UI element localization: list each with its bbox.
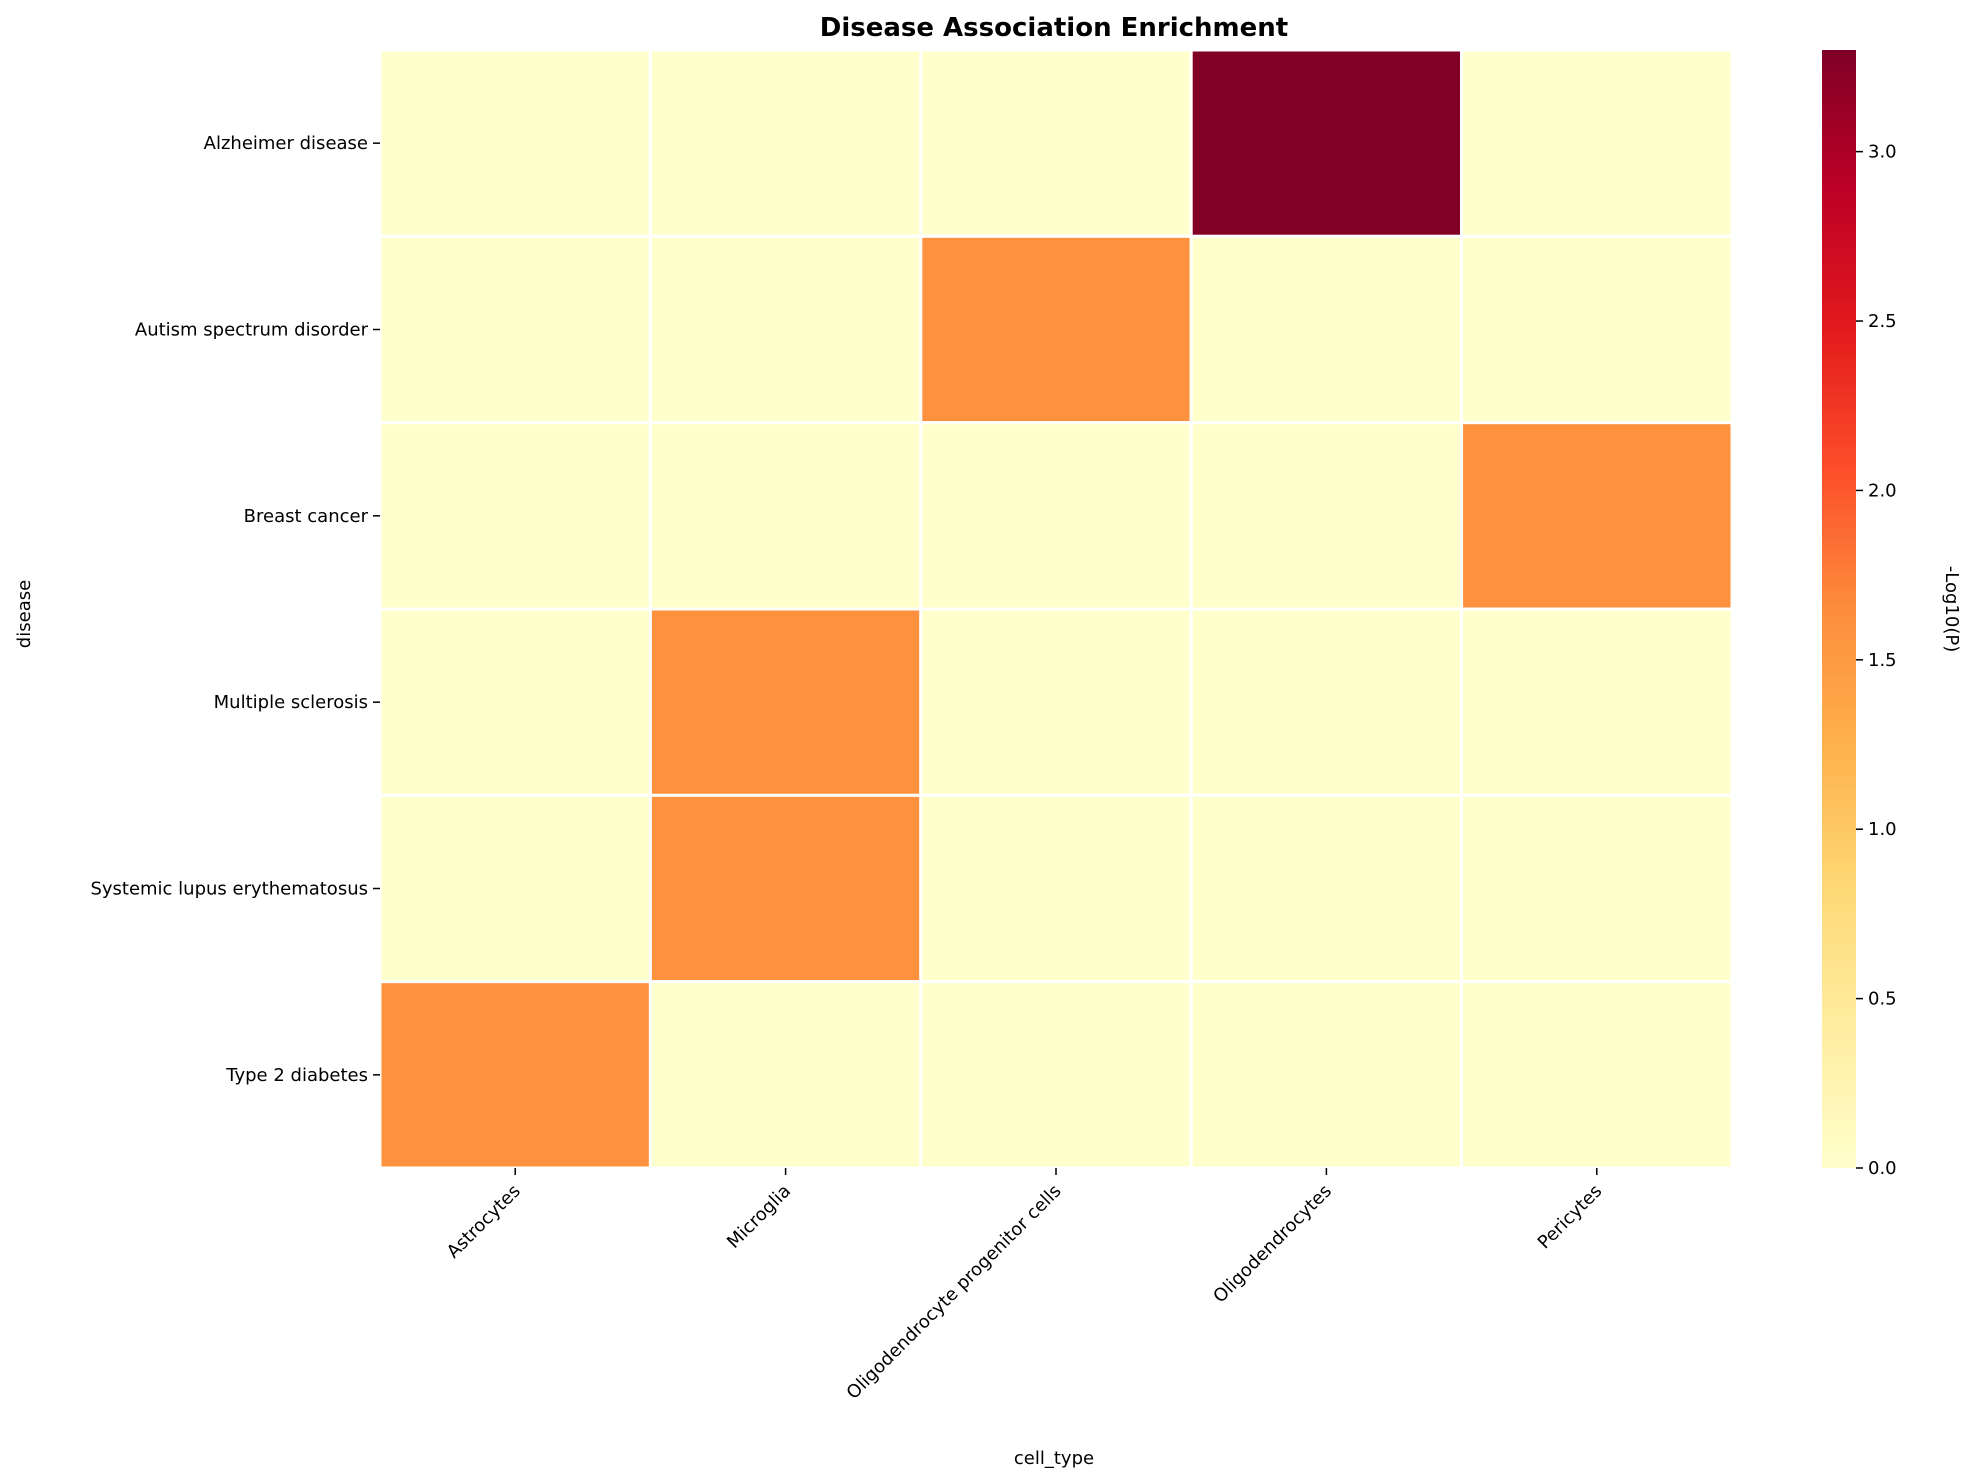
heatmap-cell [1189,48,1464,238]
heatmap-cell [378,607,652,797]
colorbar-tick-label: 0.0 [1868,1158,1897,1179]
heatmap-cell [919,48,1193,238]
y-tick-label: Systemic lupus erythematosus [90,879,368,900]
colorbar-tick-label: 2.0 [1868,480,1897,501]
y-axis-label: disease [14,580,35,648]
y-tick-label: Type 2 diabetes [225,1065,368,1086]
heatmap-cell [1189,793,1464,984]
colorbar-tick-label: 0.5 [1868,989,1897,1010]
heatmap-cell [919,421,1193,611]
y-tick-label: Alzheimer disease [204,133,368,154]
heatmap-cell [1189,421,1464,611]
heatmap-cell [1460,234,1734,425]
heatmap-cell [1189,980,1464,1170]
colorbar-label: -Log10(P) [1941,566,1962,652]
heatmap-cell [648,48,923,238]
heatmap-cell [1460,793,1734,984]
heatmap-cells [378,48,1734,1170]
y-tick-label: Multiple sclerosis [214,692,368,713]
heatmap-cell [919,980,1193,1170]
heatmap-cell [378,793,652,984]
colorbar-gradient [1822,50,1856,1168]
x-tick-label: Oligodendrocytes [1209,1181,1336,1308]
heatmap-cell [919,793,1193,984]
heatmap-cell [648,793,923,984]
heatmap-cell [378,421,652,611]
colorbar: 0.0 0.5 1.0 1.5 2.0 2.5 3.0 -Log10(P) [1822,50,1962,1179]
colorbar-tick-label: 1.0 [1868,819,1897,840]
heatmap-cell [378,48,652,238]
y-tick-label: Breast cancer [244,506,369,527]
heatmap-cell [648,421,923,611]
heatmap-cell [919,234,1193,425]
colorbar-tick-label: 3.0 [1868,142,1897,163]
heatmap-cell [378,980,652,1170]
x-axis-ticks: Astrocytes Microglia Oligodendrocyte proge… [443,1168,1607,1404]
colorbar-tick-label: 1.5 [1868,650,1897,671]
heatmap-cell [1189,234,1464,425]
heatmap-cell [648,980,923,1170]
x-tick-label: Microglia [723,1181,795,1253]
y-tick-label: Autism spectrum disorder [135,320,369,341]
y-axis-ticks: Alzheimer disease Autism spectrum disorde… [90,133,380,1086]
heatmap-cell [648,607,923,797]
heatmap-cell [919,607,1193,797]
chart-title: Disease Association Enrichment [820,13,1288,43]
x-tick-label: Astrocytes [443,1181,525,1263]
heatmap-cell [378,234,652,425]
x-tick-label: Oligodendrocyte progenitor cells [843,1181,1066,1404]
x-axis-label: cell_type [1014,1448,1094,1469]
heatmap-cell [648,234,923,425]
heatmap-cell [1460,421,1734,611]
heatmap-cell [1189,607,1464,797]
heatmap-cell [1460,48,1734,238]
heatmap-cell [1460,980,1734,1170]
heatmap-cell [1460,607,1734,797]
x-tick-label: Pericytes [1534,1181,1607,1254]
colorbar-tick-label: 2.5 [1868,311,1897,332]
